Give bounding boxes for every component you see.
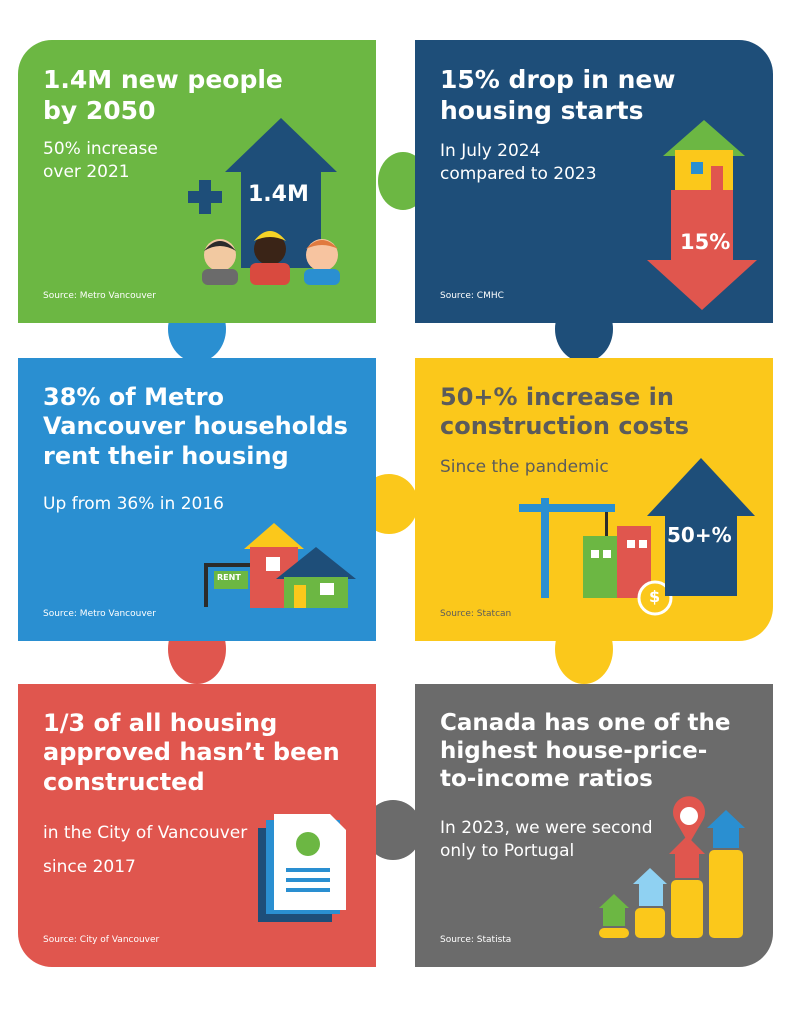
rent-sign-icon (204, 563, 250, 607)
tile-heading: Canada has one of the highest house-pric… (440, 709, 730, 793)
tile-subtitle: 50% increase over 2021 (43, 138, 158, 184)
plus-icon (188, 180, 222, 214)
heading-line: rent their housing (43, 441, 289, 470)
heading-line: Canada has one of the (440, 710, 731, 736)
heading-line: Vancouver households (43, 412, 348, 441)
source-note: Source: Metro Vancouver (43, 291, 156, 301)
subtitle-line: in the City of Vancouver (43, 823, 248, 843)
subtitle-line: compared to 2023 (440, 163, 597, 184)
heading-line: to-income ratios (440, 766, 653, 793)
heading-line: construction costs (440, 412, 690, 441)
heading-line: by 2050 (43, 95, 156, 125)
stat-tile-construction-costs: 50+% increase in construction costs Sinc… (415, 358, 773, 641)
coin-stacks-icon (599, 810, 745, 938)
tile-heading: 1/3 of all housing approved hasn’t been … (43, 709, 340, 797)
heading-line: approved hasn’t been (43, 738, 340, 767)
rent-sign-label: RENT (217, 573, 241, 582)
crane-icon (519, 498, 615, 598)
subtitle-line: In July 2024 (440, 141, 541, 161)
canada-pin-icon (673, 796, 705, 844)
heading-line: 38% of Metro (43, 383, 225, 411)
tile-subtitle: Up from 36% in 2016 (43, 493, 224, 516)
down-arrow-icon (647, 190, 757, 310)
heading-line: 15% drop in new (440, 65, 676, 94)
tile-heading: 1.4M new people by 2050 (43, 65, 283, 126)
graphic-label: 50+% (667, 523, 732, 547)
stat-tile-unbuilt-approvals: 1/3 of all housing approved hasn’t been … (18, 684, 376, 967)
heading-line: 50+% increase in (440, 383, 674, 411)
subtitle-line: In 2023, we were second (440, 818, 653, 838)
heading-line: highest house-price- (440, 738, 708, 765)
subtitle-line: Up from 36% in 2016 (43, 494, 224, 514)
tile-subtitle: in the City of Vancouver since 2017 (43, 816, 247, 884)
tile-heading: 50+% increase in construction costs (440, 383, 689, 442)
subtitle-line: since 2017 (43, 857, 136, 877)
heading-line: 1/3 of all housing (43, 709, 278, 737)
document-approved-icon (258, 814, 346, 922)
people-icon (202, 231, 340, 285)
subtitle-line: only to Portugal (440, 840, 575, 861)
source-note: Source: CMHC (440, 291, 504, 301)
subtitle-line: Since the pandemic (440, 457, 609, 477)
heading-line: housing starts (440, 95, 644, 125)
tile-subtitle: Since the pandemic (440, 456, 609, 479)
source-note: Source: Metro Vancouver (43, 609, 156, 619)
heading-line: 1.4M new people (43, 65, 283, 94)
subtitle-line: over 2021 (43, 161, 130, 182)
houses-icon (244, 523, 356, 608)
graphic-label: 15% (680, 230, 731, 254)
graphic-label: 1.4M (248, 182, 309, 207)
source-note: Source: Statista (440, 935, 512, 945)
stat-tile-housing-starts: 15% drop in new housing starts In July 2… (415, 40, 773, 323)
dollar-coin-icon (637, 580, 673, 616)
tile-heading: 15% drop in new housing starts (440, 65, 675, 126)
up-arrow-icon (647, 458, 755, 596)
source-note: Source: City of Vancouver (43, 935, 160, 945)
stat-tile-renters: 38% of Metro Vancouver households rent t… (18, 358, 376, 641)
subtitle-line: 50% increase (43, 139, 158, 159)
source-note: Source: Statcan (440, 609, 512, 619)
house-icon (663, 120, 745, 190)
heading-line: constructed (43, 767, 205, 796)
tile-subtitle: In July 2024 compared to 2023 (440, 140, 597, 186)
tile-heading: 38% of Metro Vancouver households rent t… (43, 383, 348, 471)
tile-subtitle: In 2023, we were second only to Portugal (440, 817, 653, 863)
stat-tile-price-to-income: Canada has one of the highest house-pric… (415, 684, 773, 967)
house-arrow-icon (225, 118, 337, 268)
dollar-glyph: $ (649, 587, 661, 606)
stat-tile-population: 1.4M new people by 2050 50% increase ove… (18, 40, 376, 323)
